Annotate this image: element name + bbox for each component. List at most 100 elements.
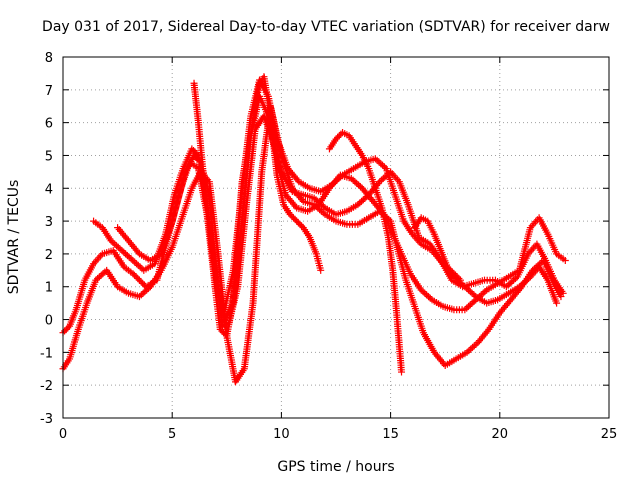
sample-markers — [308, 185, 322, 195]
sample-markers — [504, 275, 519, 289]
sample-markers — [249, 170, 266, 305]
x-tick-label: 10 — [273, 427, 290, 442]
y-tick-label: 8 — [45, 51, 53, 66]
sample-markers — [178, 160, 193, 190]
sample-markers — [138, 251, 152, 263]
sample-markers — [441, 303, 456, 313]
sample-markers — [352, 159, 366, 171]
sample-markers — [497, 298, 513, 315]
sample-markers — [265, 101, 276, 138]
sample-markers — [425, 219, 437, 236]
sample-markers — [483, 276, 497, 284]
sample-markers — [306, 202, 320, 214]
sample-markers — [313, 252, 324, 272]
sample-markers — [127, 290, 141, 300]
sample-markers — [274, 137, 291, 170]
y-tick-label: 4 — [45, 182, 53, 197]
sample-markers — [111, 249, 127, 269]
sample-markers — [241, 301, 257, 371]
sample-markers — [334, 130, 345, 141]
plot-frame — [62, 56, 610, 419]
sample-markers — [486, 311, 502, 331]
sample-markers — [131, 271, 148, 289]
y-tick-label: 2 — [45, 248, 53, 263]
sample-markers — [82, 262, 96, 282]
sample-markers — [221, 269, 237, 311]
sample-markers — [516, 226, 534, 272]
sample-markers — [536, 216, 551, 236]
sample-markers — [345, 202, 360, 214]
y-tick-label: -3 — [40, 412, 53, 427]
sample-markers — [388, 170, 402, 184]
sample-markers — [281, 203, 293, 217]
sample-markers — [360, 186, 376, 203]
sample-markers — [555, 252, 567, 263]
sample-markers — [66, 308, 79, 328]
sample-markers — [472, 277, 486, 287]
sample-markers — [247, 105, 259, 137]
sample-markers — [297, 179, 312, 191]
sample-markers — [286, 167, 301, 184]
sample-markers — [496, 291, 510, 302]
sample-markers — [294, 219, 306, 230]
sample-markers — [60, 357, 72, 371]
sample-markers — [295, 205, 309, 215]
sample-markers — [257, 75, 266, 85]
sample-markers — [517, 275, 533, 289]
data-point — [293, 217, 301, 225]
chart-title: Day 031 of 2017, Sidereal Day-to-day VTE… — [42, 19, 610, 35]
series-track-2 — [59, 102, 565, 386]
sample-markers — [206, 180, 222, 256]
sample-markers — [149, 251, 163, 263]
sample-markers — [91, 252, 105, 266]
sample-markers — [290, 186, 306, 203]
sample-markers — [431, 232, 444, 253]
sample-markers — [534, 242, 549, 262]
sample-markers — [393, 318, 405, 374]
sample-markers — [452, 271, 463, 282]
axis-ticks — [62, 56, 610, 419]
sample-markers — [301, 192, 316, 201]
sample-markers — [421, 331, 437, 354]
series-line — [62, 113, 565, 334]
sample-markers — [243, 134, 254, 157]
y-tick-label: -1 — [40, 346, 53, 361]
sample-markers — [142, 261, 156, 273]
y-tick-labels: -3 -2 -1 0 1 2 3 4 5 6 7 8 — [40, 51, 53, 427]
sample-markers — [430, 297, 445, 309]
sample-markers — [356, 215, 371, 227]
series-track-5 — [190, 73, 325, 340]
sample-markers — [61, 324, 72, 335]
sample-markers — [169, 213, 186, 249]
x-tick-label: 20 — [492, 427, 509, 442]
y-tick-label: 7 — [45, 84, 53, 99]
sample-markers — [301, 226, 312, 239]
sample-markers — [367, 209, 381, 220]
x-tick-label: 15 — [382, 427, 399, 442]
sample-markers — [485, 281, 499, 293]
sample-markers — [430, 249, 445, 266]
sample-markers — [180, 187, 195, 216]
sample-markers — [366, 167, 379, 190]
sample-markers — [327, 137, 339, 151]
sample-markers — [100, 226, 114, 243]
sample-markers — [316, 186, 332, 207]
sample-markers — [453, 306, 466, 314]
sample-markers — [445, 265, 456, 276]
sample-markers — [323, 205, 338, 217]
y-tick-label: 5 — [45, 149, 53, 164]
sample-markers — [190, 81, 202, 124]
sample-markers — [549, 278, 564, 298]
sample-markers — [411, 305, 427, 334]
sample-markers — [454, 350, 469, 362]
sample-markers — [288, 212, 299, 223]
sample-markers — [536, 265, 551, 282]
sample-markers — [230, 236, 242, 302]
sample-markers — [190, 147, 201, 158]
x-tick-label: 0 — [59, 427, 67, 442]
sample-markers — [239, 154, 250, 183]
sample-markers — [396, 180, 411, 207]
series-track-6 — [325, 128, 406, 376]
data-series — [59, 73, 569, 386]
sample-markers — [463, 298, 478, 312]
